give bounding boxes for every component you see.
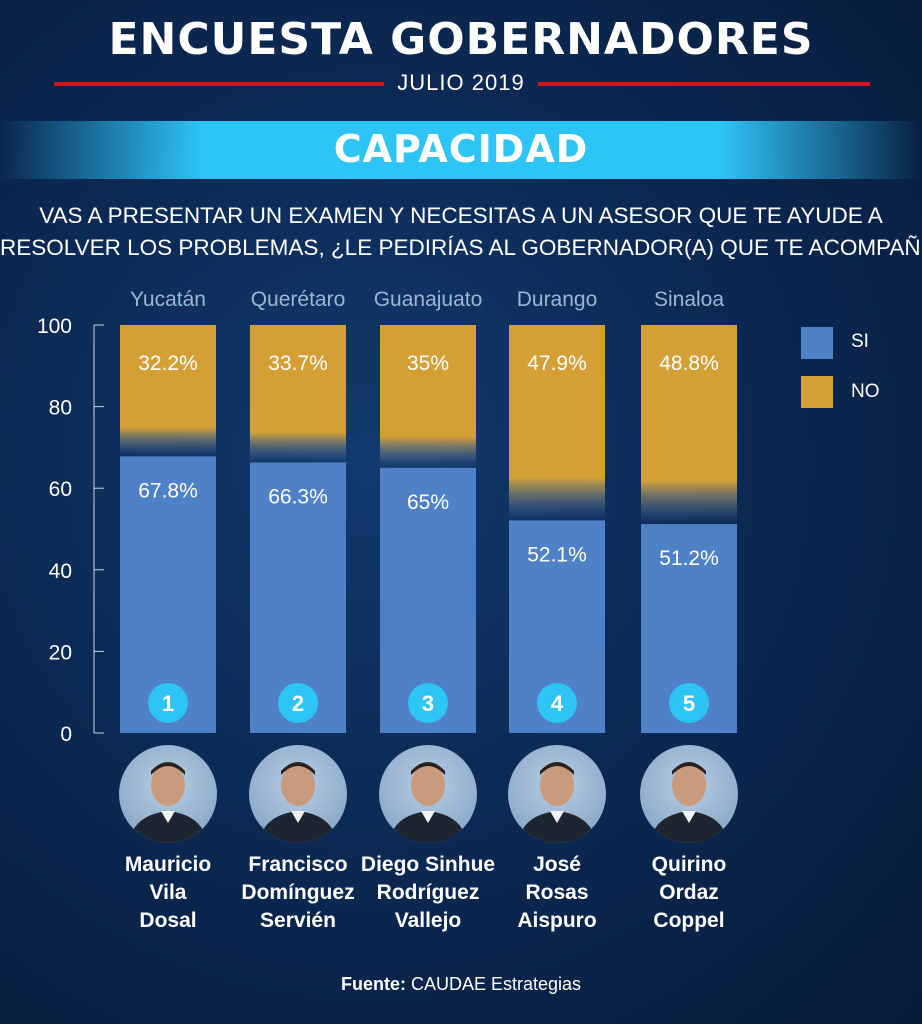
si-value-label: 66.3% xyxy=(268,485,328,508)
governor-name: Diego Sinhue Rodríguez Vallejo xyxy=(358,851,498,935)
rank-number: 2 xyxy=(292,691,304,716)
category-label: Yucatán xyxy=(130,288,206,311)
section-banner xyxy=(0,121,922,179)
governor-name-line3: Aispuro xyxy=(517,909,597,932)
governor-name-line2: Rodríguez xyxy=(376,881,480,904)
governor-name: Quirino Ordaz Coppel xyxy=(619,851,759,935)
portrait-silhouette xyxy=(518,762,596,843)
si-value-label: 51.2% xyxy=(659,547,719,570)
question-line-2: RESOLVER LOS PROBLEMAS, ¿LE PEDIRÍAS AL … xyxy=(0,235,922,260)
category-label: Querétaro xyxy=(251,288,346,311)
governor-name-line1: Diego Sinhue xyxy=(360,853,496,876)
no-value-label: 47.9% xyxy=(527,352,587,375)
portrait-silhouette xyxy=(129,762,207,843)
no-value-label: 35% xyxy=(407,352,449,375)
title-rule-left xyxy=(54,82,384,86)
si-value-label: 67.8% xyxy=(138,479,198,502)
governor-name-line3: Coppel xyxy=(653,909,725,932)
bar-no xyxy=(380,325,476,468)
governor-name: Mauricio Vila Dosal xyxy=(98,851,238,935)
governor-name-line1: Francisco xyxy=(248,853,348,876)
no-value-label: 32.2% xyxy=(138,352,198,375)
legend-no-label: NO xyxy=(851,381,880,402)
page-title: ENCUESTA GOBERNADORES xyxy=(108,14,814,65)
governor-name: Francisco Domínguez Servién xyxy=(228,851,368,935)
person-portrait-icon xyxy=(249,745,347,843)
person-portrait-icon xyxy=(508,745,606,843)
y-tick-label: 20 xyxy=(49,641,72,664)
rank-number: 4 xyxy=(551,691,564,716)
governor-name-line1: Mauricio xyxy=(124,853,212,876)
bar-no xyxy=(250,325,346,463)
category-label: Durango xyxy=(517,288,598,311)
rank-badge xyxy=(278,683,318,723)
governor-name-line1: Quirino xyxy=(651,853,727,876)
y-tick-label: 60 xyxy=(49,478,72,501)
source-label: Fuente: xyxy=(340,974,406,994)
bar-no xyxy=(120,325,216,457)
governor-name-line3: Vallejo xyxy=(394,909,462,932)
person-portrait-icon xyxy=(119,745,217,843)
rank-number: 5 xyxy=(683,691,695,716)
y-tick-label: 0 xyxy=(60,723,72,746)
category-label: Sinaloa xyxy=(654,288,724,311)
y-tick-label: 100 xyxy=(37,315,72,338)
portrait-silhouette xyxy=(650,762,728,843)
portrait-silhouette xyxy=(389,762,467,843)
rank-number: 3 xyxy=(422,691,434,716)
no-value-label: 48.8% xyxy=(659,352,719,375)
governor-name-line3: Dosal xyxy=(139,909,197,932)
portrait-silhouette xyxy=(259,762,337,843)
legend-no-swatch xyxy=(801,376,833,408)
source-note: Fuente: CAUDAE Estrategias xyxy=(0,974,922,995)
rank-number: 1 xyxy=(162,691,174,716)
governor-name-line1: José xyxy=(533,853,581,876)
governor-name: José Rosas Aispuro xyxy=(487,851,627,935)
source-value: CAUDAE Estrategias xyxy=(410,974,582,994)
person-portrait-icon xyxy=(379,745,477,843)
y-tick-label: 40 xyxy=(49,560,72,583)
governor-name-line2: Rosas xyxy=(525,881,589,904)
rank-badge xyxy=(408,683,448,723)
section-title: CAPACIDAD xyxy=(333,127,589,171)
legend-si-swatch xyxy=(801,327,833,359)
governor-name-line2: Ordaz xyxy=(659,881,719,904)
bar-no xyxy=(509,325,605,521)
governor-name-line2: Domínguez xyxy=(241,881,355,904)
person-portrait-icon xyxy=(640,745,738,843)
legend-si-label: SI xyxy=(851,331,869,352)
survey-question: VAS A PRESENTAR UN EXAMEN Y NECESITAS A … xyxy=(0,200,922,264)
question-line-1: VAS A PRESENTAR UN EXAMEN Y NECESITAS A … xyxy=(39,203,883,228)
y-tick-label: 80 xyxy=(49,397,72,420)
no-value-label: 33.7% xyxy=(268,352,328,375)
governor-name-line2: Vila xyxy=(149,881,187,904)
si-value-label: 65% xyxy=(407,491,449,514)
rank-badge xyxy=(669,683,709,723)
category-label: Guanajuato xyxy=(374,288,483,311)
survey-date: JULIO 2019 xyxy=(397,70,525,95)
si-value-label: 52.1% xyxy=(527,543,587,566)
bar-no xyxy=(641,325,737,525)
title-rule-right xyxy=(538,82,870,86)
rank-badge xyxy=(148,683,188,723)
rank-badge xyxy=(537,683,577,723)
governor-name-line3: Servién xyxy=(260,909,336,932)
